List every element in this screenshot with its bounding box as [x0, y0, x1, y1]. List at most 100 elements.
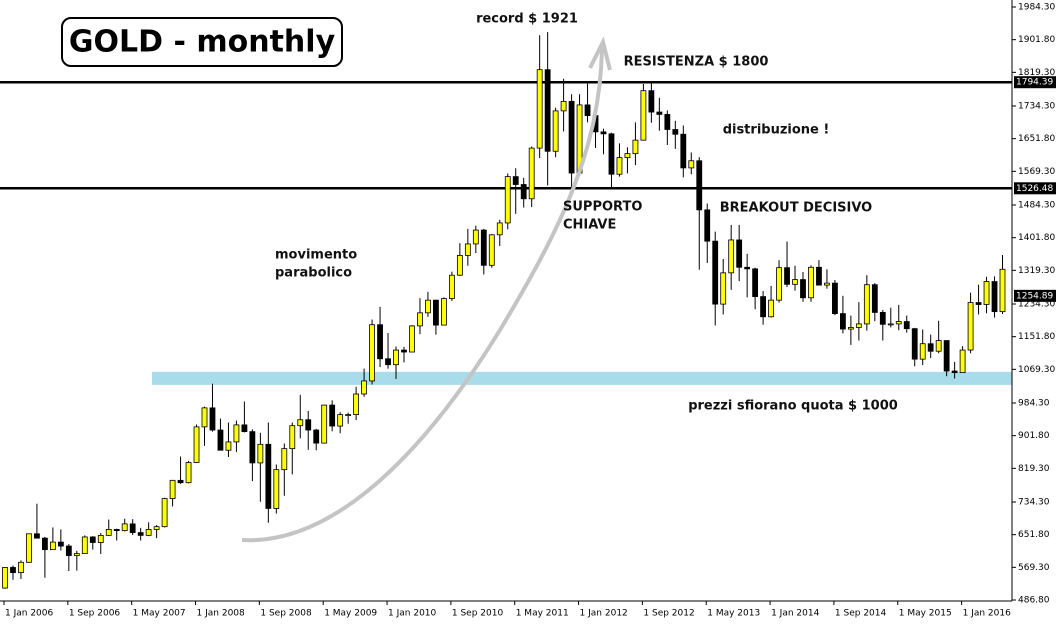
candle-body: [744, 266, 751, 270]
candle-body: [536, 69, 543, 149]
candle-body: [847, 327, 854, 330]
candle-body: [65, 545, 72, 556]
candle-body: [776, 267, 782, 301]
candle-body: [911, 328, 918, 360]
candle-body: [824, 282, 830, 286]
x-tick-label: 1 May 2007: [133, 609, 186, 619]
last-price-tag: [1014, 289, 1056, 302]
x-tick-label: 1 Sep 2010: [452, 609, 504, 619]
candle-body: [169, 479, 176, 499]
candle-body: [409, 325, 415, 353]
y-tick-label: 1651.80: [1018, 134, 1055, 144]
x-tick-label: 1 Jan 2010: [388, 609, 436, 619]
candle-body: [800, 279, 806, 299]
candle-body: [417, 312, 423, 327]
candle-body: [10, 567, 16, 573]
candle-body: [784, 267, 790, 285]
candle-body: [552, 110, 559, 152]
candle-body: [808, 266, 814, 299]
candle-body: [983, 281, 990, 305]
candle-body: [999, 268, 1006, 313]
annotation: BREAKOUT DECISIVO: [720, 201, 872, 216]
candle-body: [26, 533, 32, 563]
candle-body: [353, 393, 360, 415]
candle-body: [89, 536, 96, 543]
candle-body: [632, 139, 639, 155]
candle-body: [991, 281, 998, 313]
candle-body: [42, 537, 48, 551]
support-band: [152, 371, 1012, 385]
candle-body: [233, 424, 240, 443]
y-tick-label: 1151.80: [1018, 332, 1055, 342]
candle-body: [879, 312, 886, 325]
last-price-label: 1254.89: [1016, 291, 1053, 301]
y-tick-label: 1984.30: [1018, 3, 1055, 13]
candle-body: [728, 239, 735, 274]
candle-body: [704, 209, 711, 242]
candle-body: [273, 469, 280, 509]
annotation: prezzi sfiorano quota $ 1000: [688, 399, 898, 414]
candle-body: [544, 69, 551, 152]
candle-body: [528, 147, 535, 200]
x-tick-label: 1 Sep 2006: [69, 609, 121, 619]
candle-body: [2, 567, 8, 589]
candle-body: [664, 114, 671, 130]
candle-body: [49, 541, 56, 551]
candle-body: [975, 302, 982, 305]
candle-body: [185, 462, 192, 484]
annotation: CHIAVE: [563, 218, 616, 233]
candle-body: [425, 299, 431, 314]
candle-body: [377, 324, 383, 360]
candle-body: [97, 534, 104, 543]
candle-body: [512, 176, 519, 185]
candle-body: [369, 324, 375, 382]
candle-body: [680, 133, 687, 169]
candle-body: [225, 441, 232, 451]
candle-body: [472, 229, 479, 245]
candle-body: [752, 268, 759, 297]
x-tick-label: 1 Sep 2014: [835, 609, 887, 619]
annotation: distribuzione !: [723, 123, 830, 138]
candle-body: [57, 541, 64, 547]
candle-body: [313, 429, 320, 444]
candle-body: [209, 407, 216, 431]
candle-body: [943, 340, 950, 372]
candle-body: [18, 561, 24, 573]
level-label: 1794.39: [1016, 78, 1053, 88]
candle-body: [919, 343, 926, 360]
candle-body: [161, 498, 168, 528]
candle-body: [951, 370, 958, 374]
candle-body: [768, 299, 774, 318]
candle-body: [967, 302, 974, 351]
y-tick-label: 734.30: [1018, 497, 1050, 507]
y-tick-label: 984.30: [1018, 398, 1050, 408]
candle-body: [608, 133, 615, 175]
candle-body: [696, 160, 703, 211]
x-tick-label: 1 Jan 2014: [771, 609, 819, 619]
candle-body: [520, 184, 527, 200]
candle-body: [401, 349, 407, 353]
level-label: 1526.48: [1016, 184, 1053, 194]
candle-body: [496, 222, 503, 236]
candle-body: [305, 419, 312, 431]
candle-body: [137, 532, 144, 536]
candle-body: [121, 523, 128, 532]
candle-body: [887, 323, 894, 326]
candle-body: [736, 239, 743, 268]
x-tick-label: 1 Sep 2008: [260, 609, 312, 619]
candle-body: [600, 131, 607, 135]
candle-body: [895, 321, 902, 325]
candle-body: [816, 266, 822, 286]
candle-body: [863, 284, 870, 325]
candle-body: [760, 296, 766, 318]
x-tick-label: 1 Jan 2012: [580, 609, 628, 619]
candle-body: [568, 100, 575, 174]
candle-body: [840, 313, 846, 330]
candle-body: [672, 129, 679, 135]
arrow-head: [588, 36, 612, 71]
y-tick-label: 1401.80: [1018, 233, 1055, 243]
candle-body: [935, 340, 942, 352]
level-tag: [1014, 182, 1056, 195]
